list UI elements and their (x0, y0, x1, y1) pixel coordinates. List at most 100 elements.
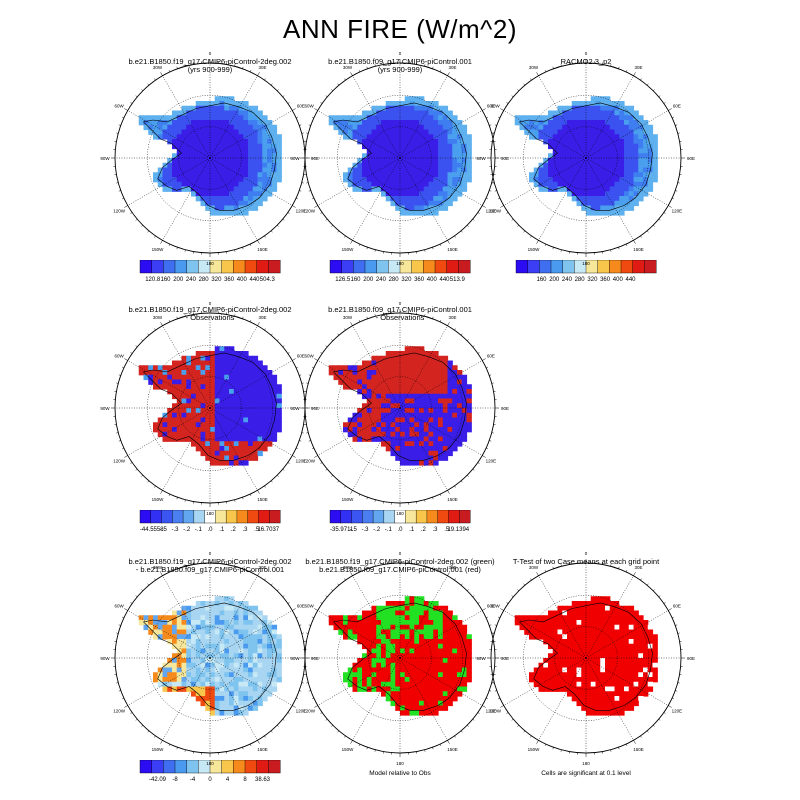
map-cell (172, 181, 178, 188)
map-cell (195, 643, 202, 650)
map-cell (214, 101, 221, 107)
map-cell (271, 186, 278, 192)
map-cell (586, 686, 592, 692)
map-cell (366, 115, 373, 121)
tick-mark (308, 624, 311, 626)
map-cell (576, 110, 582, 116)
tick-mark (320, 462, 323, 464)
map-cell (257, 417, 263, 423)
map-cell (191, 134, 197, 140)
tick-mark (331, 475, 333, 477)
map-cell (595, 139, 601, 145)
tick-mark (295, 616, 299, 619)
map-cell (529, 172, 535, 178)
map-cell (243, 634, 249, 640)
map-cell (243, 191, 249, 197)
map-cell (557, 615, 563, 621)
map-cell (638, 186, 644, 192)
map-cell (205, 148, 211, 154)
map-cell (414, 172, 420, 178)
map-cell (252, 605, 259, 612)
map-cell (224, 403, 230, 409)
map-cell (257, 422, 263, 428)
map-cell (419, 181, 425, 188)
map-cell (157, 615, 164, 621)
map-cell (238, 374, 244, 381)
map-cell (414, 450, 420, 457)
colorbar-label: 504.3 (260, 277, 276, 283)
colorbar-label: -.1 (385, 527, 393, 533)
map-cell (195, 196, 202, 202)
map-cell (466, 389, 472, 395)
map-cell (404, 610, 411, 616)
map-cell (390, 648, 396, 654)
map-cell (466, 648, 472, 654)
tick-mark (176, 497, 178, 500)
map-cell (224, 196, 230, 202)
map-cell (428, 384, 434, 390)
map-cell (186, 605, 192, 612)
map-cell (362, 365, 368, 371)
map-cell (224, 686, 230, 692)
map-cell (409, 124, 415, 131)
map-cell (248, 643, 254, 650)
map-cell (243, 101, 249, 107)
map-cell (638, 129, 644, 135)
map-cell (552, 653, 559, 659)
map-cell (181, 139, 187, 145)
map-cell (381, 431, 387, 438)
map-cell (257, 379, 263, 385)
tick-mark (454, 235, 456, 238)
map-cell (633, 158, 639, 164)
map-cell (409, 143, 415, 150)
map-cell (447, 389, 453, 395)
map-cell (447, 139, 453, 145)
map-cell (423, 643, 430, 650)
map-cell (586, 172, 592, 178)
colorbar-swatch (458, 260, 471, 274)
map-cell (538, 634, 544, 640)
map-cell (438, 620, 444, 626)
map-cell (200, 677, 206, 683)
map-cell (433, 393, 439, 400)
map-cell (600, 167, 606, 173)
map-cell (366, 403, 373, 409)
meridian-label: 90E (311, 406, 319, 411)
map-cell (224, 191, 230, 197)
map-cell (243, 181, 249, 188)
map-cell (200, 417, 206, 423)
map-cell (576, 167, 582, 173)
map-cell (557, 120, 563, 126)
map-cell (243, 629, 249, 635)
map-cell (438, 370, 444, 376)
map-cell (571, 101, 578, 107)
map-cell (433, 101, 439, 107)
map-cell (229, 191, 235, 197)
map-cell (628, 191, 635, 197)
map-cell (609, 191, 616, 197)
tick-mark (154, 578, 156, 581)
map-cell (333, 124, 339, 131)
map-cell (442, 370, 449, 376)
map-cell (581, 605, 587, 612)
map-cell (600, 610, 606, 616)
map-cell (442, 610, 449, 616)
map-cell (248, 653, 254, 659)
map-cell (243, 384, 249, 390)
map-cell (624, 677, 630, 683)
map-cell (433, 205, 439, 211)
map-cell (400, 696, 406, 702)
map-cell (442, 205, 449, 211)
map-cell (181, 605, 187, 612)
map-cell (576, 177, 582, 183)
map-cell (210, 408, 216, 414)
map-cell (433, 384, 439, 390)
tick-mark (552, 247, 554, 250)
map-cell (557, 672, 563, 678)
tick-mark (299, 124, 302, 126)
map-cell (210, 667, 216, 673)
map-cell (423, 374, 430, 381)
map-cell (195, 351, 202, 357)
map-cell (267, 177, 273, 183)
map-cell (595, 120, 601, 126)
